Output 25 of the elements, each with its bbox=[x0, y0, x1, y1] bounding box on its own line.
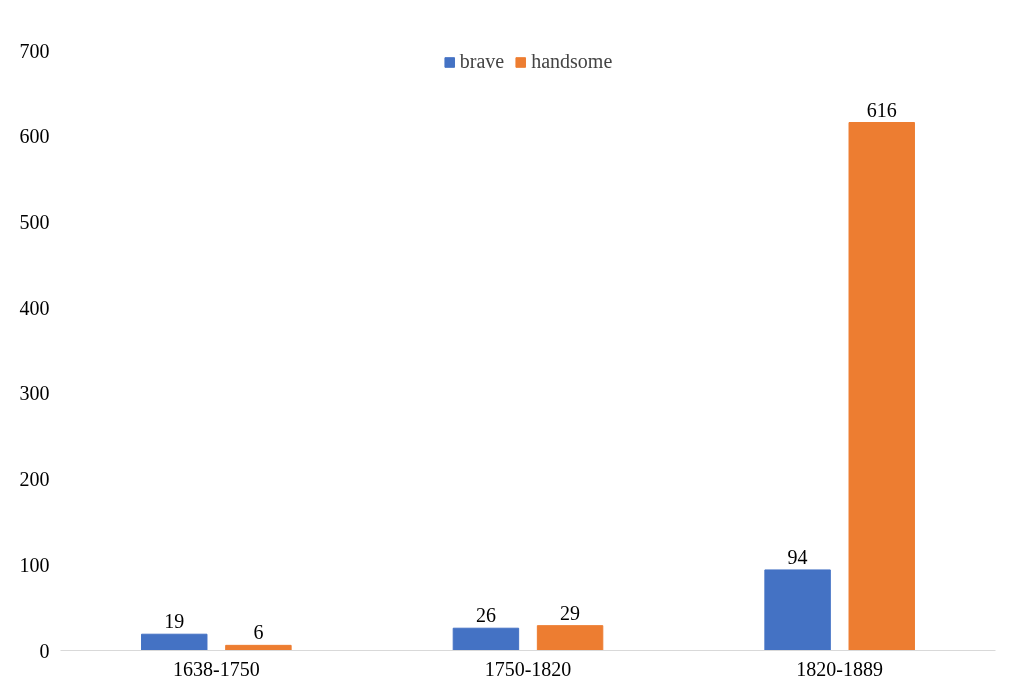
x-tick-label: 1820-1889 bbox=[796, 657, 884, 680]
x-tick-label: 1638-1750 bbox=[173, 657, 260, 680]
y-tick-label: 400 bbox=[19, 296, 50, 319]
data-label: 6 bbox=[253, 621, 264, 644]
bar bbox=[764, 569, 831, 651]
y-tick-label: 300 bbox=[19, 382, 50, 405]
bar bbox=[848, 122, 915, 651]
y-tick-label: 200 bbox=[19, 468, 50, 491]
data-label: 26 bbox=[475, 604, 496, 627]
bar bbox=[141, 633, 208, 651]
legend-label: handsome bbox=[531, 50, 613, 73]
data-label: 29 bbox=[560, 601, 581, 624]
y-tick-label: 600 bbox=[19, 125, 50, 148]
y-tick-label: 500 bbox=[19, 210, 50, 233]
data-label: 19 bbox=[164, 610, 185, 633]
y-tick-label: 0 bbox=[39, 639, 50, 662]
bar bbox=[536, 625, 604, 651]
x-tick-label: 1750-1820 bbox=[484, 657, 572, 680]
legend-label: brave bbox=[459, 50, 505, 73]
y-tick-label: 700 bbox=[19, 39, 50, 62]
bar bbox=[452, 627, 520, 651]
bar bbox=[225, 644, 292, 651]
data-label: 616 bbox=[866, 98, 897, 121]
y-tick-label: 100 bbox=[19, 553, 50, 576]
data-label: 94 bbox=[787, 545, 808, 568]
